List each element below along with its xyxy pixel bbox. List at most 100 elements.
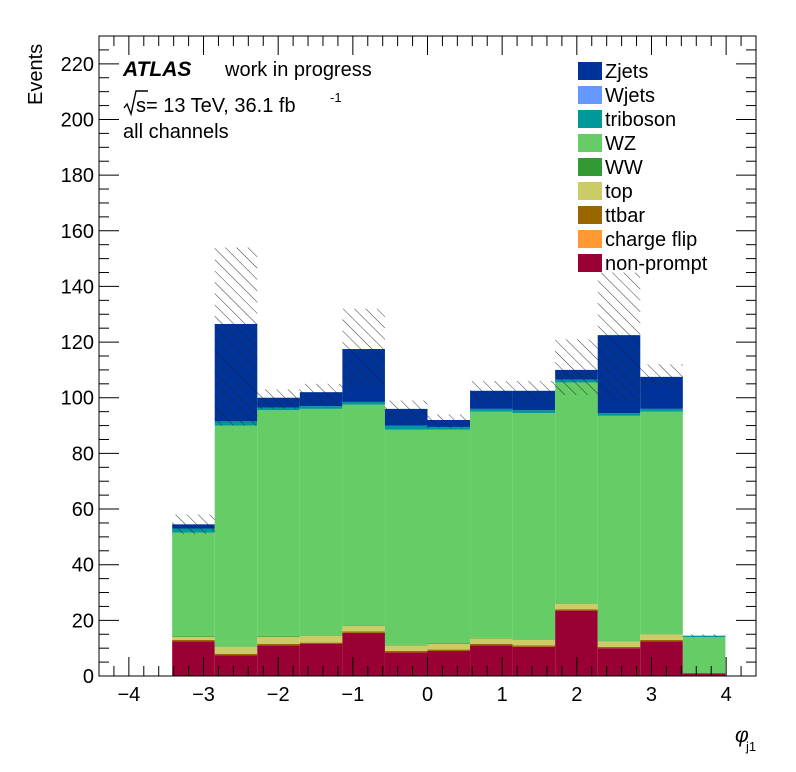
bar-WW-bin-6 — [427, 643, 471, 644]
legend-swatch-non-prompt — [578, 254, 602, 272]
y-tick-label: 140 — [61, 276, 94, 298]
x-tick-label: 3 — [646, 684, 657, 706]
bar-WW-bin-2 — [257, 636, 300, 638]
bar-top-bin-11 — [640, 634, 683, 640]
bar-WZ-bin-8 — [512, 413, 556, 640]
x-tick-label: −3 — [192, 684, 215, 706]
bar-non-prompt-bin-5 — [384, 652, 428, 676]
bar-top-bin-10 — [597, 641, 641, 647]
bar-WW-bin-5 — [384, 644, 428, 646]
bar-top-bin-9 — [555, 603, 598, 610]
uncertainty-hatch-bin-11 — [640, 364, 683, 387]
energy-text: = 13 TeV, 36.1 fb — [146, 95, 296, 117]
bar-non-prompt-bin-1 — [214, 655, 258, 676]
y-tick-label: 180 — [61, 165, 94, 187]
legend-swatch-ttbar — [578, 206, 602, 224]
y-tick-label: 220 — [61, 54, 94, 76]
y-tick-label: 160 — [61, 221, 94, 243]
x-tick-label: 4 — [721, 684, 732, 706]
x-tick-label: 1 — [497, 684, 508, 706]
bar-non-prompt-bin-8 — [512, 646, 556, 676]
bar-WZ-bin-2 — [257, 410, 300, 637]
bar-WZ-bin-4 — [342, 404, 385, 626]
bar-top-bin-4 — [342, 625, 385, 632]
legend-label-WW: WW — [605, 157, 643, 179]
bar-ttbar-bin-6 — [427, 649, 471, 651]
axes: 0 20 40 60 80 100 120 140 160 180 200 220 −4 −3 −2 −1 0 1… — [61, 35, 757, 706]
uncertainty-hatch-bin-3 — [299, 383, 343, 407]
bar-triboson-bin-10 — [597, 413, 641, 416]
bar-ttbar-bin-9 — [555, 609, 598, 611]
legend-label-WZ: WZ — [605, 133, 636, 155]
uncertainty-hatch-bin-5 — [384, 400, 428, 423]
bar-ttbar-bin-4 — [342, 631, 385, 633]
channel-label: all channels — [123, 121, 229, 143]
uncertainty-hatch-bin-10 — [597, 272, 641, 401]
bar-non-prompt-bin-3 — [299, 644, 343, 676]
bar-non-prompt-bin-4 — [342, 632, 385, 676]
legend-label-ttbar: ttbar — [605, 205, 645, 227]
uncertainty-band — [172, 247, 726, 638]
bar-WW-bin-7 — [470, 637, 513, 639]
uncertainty-hatch-bin-7 — [470, 381, 513, 404]
bar-non-prompt-bin-7 — [470, 645, 513, 676]
bar-top-bin-6 — [427, 644, 471, 650]
y-tick-label: 100 — [61, 388, 94, 410]
bar-WW-bin-8 — [512, 639, 556, 640]
uncertainty-hatch-bin-9 — [555, 339, 598, 395]
bar-ttbar-bin-7 — [470, 644, 513, 646]
uncertainty-hatch-bin-1 — [214, 247, 258, 426]
legend-label-charge-flip: charge flip — [605, 229, 697, 251]
y-tick-label: 120 — [61, 332, 94, 354]
bar-WW-bin-3 — [299, 635, 343, 636]
bar-WW-bin-11 — [640, 633, 683, 635]
x-axis-title: φ — [735, 724, 749, 747]
bar-non-prompt-extra-bin — [682, 673, 726, 676]
bar-WZ-bin-3 — [299, 408, 343, 636]
bar-WW-bin-1 — [214, 646, 258, 647]
bar-triboson-bin-5 — [384, 425, 428, 430]
x-tick-label: −2 — [267, 684, 290, 706]
bar-WZ-bin-9 — [555, 382, 598, 604]
bar-WZ-bin-11 — [640, 411, 683, 634]
bar-ttbar-bin-5 — [384, 650, 428, 653]
bar-top-bin-5 — [384, 645, 428, 651]
bar-ttbar-bin-3 — [299, 642, 343, 644]
y-tick-label: 80 — [72, 443, 94, 465]
y-tick-label: 60 — [72, 499, 94, 521]
y-tick-label: 20 — [72, 610, 94, 632]
uncertainty-hatch-bin-12 — [682, 634, 726, 638]
legend-swatch-Wjets — [578, 86, 602, 104]
bar-top-bin-1 — [214, 646, 258, 654]
bar-WZ-bin-6 — [427, 429, 471, 644]
bar-top-bin-2 — [257, 637, 300, 644]
y-tick-label: 0 — [83, 666, 94, 688]
uncertainty-hatch-bin-2 — [257, 389, 300, 409]
bar-top-bin-8 — [512, 639, 556, 646]
bar-top-bin-3 — [299, 635, 343, 643]
legend-swatch-triboson — [578, 110, 602, 128]
bar-WW-bin-0 — [172, 636, 215, 638]
uncertainty-hatch-bin-4 — [342, 308, 385, 387]
stacked-bars — [172, 324, 726, 676]
bar-non-prompt-bin-0 — [172, 641, 215, 676]
energy-superscript: -1 — [330, 90, 342, 105]
legend-swatch-WW — [578, 158, 602, 176]
bar-top-bin-7 — [470, 638, 513, 644]
bar-ttbar-bin-2 — [257, 644, 300, 646]
bar-WZ-bin-1 — [214, 425, 258, 647]
bar-WZ-extra-bin — [682, 637, 726, 674]
legend-swatch-top — [578, 182, 602, 200]
bar-WZ-bin-7 — [470, 411, 513, 638]
sqrt-symbol — [123, 90, 148, 117]
legend-swatch-WZ — [578, 134, 602, 152]
bar-triboson-bin-11 — [640, 408, 683, 412]
legend-label-Zjets: Zjets — [605, 61, 648, 83]
bar-triboson-bin-3 — [299, 406, 343, 409]
bar-ttbar-bin-10 — [597, 646, 641, 649]
bar-ttbar-bin-1 — [214, 653, 258, 656]
legend-swatch-Zjets — [578, 62, 602, 80]
bar-non-prompt-bin-10 — [597, 648, 641, 676]
bar-WZ-bin-10 — [597, 415, 641, 641]
